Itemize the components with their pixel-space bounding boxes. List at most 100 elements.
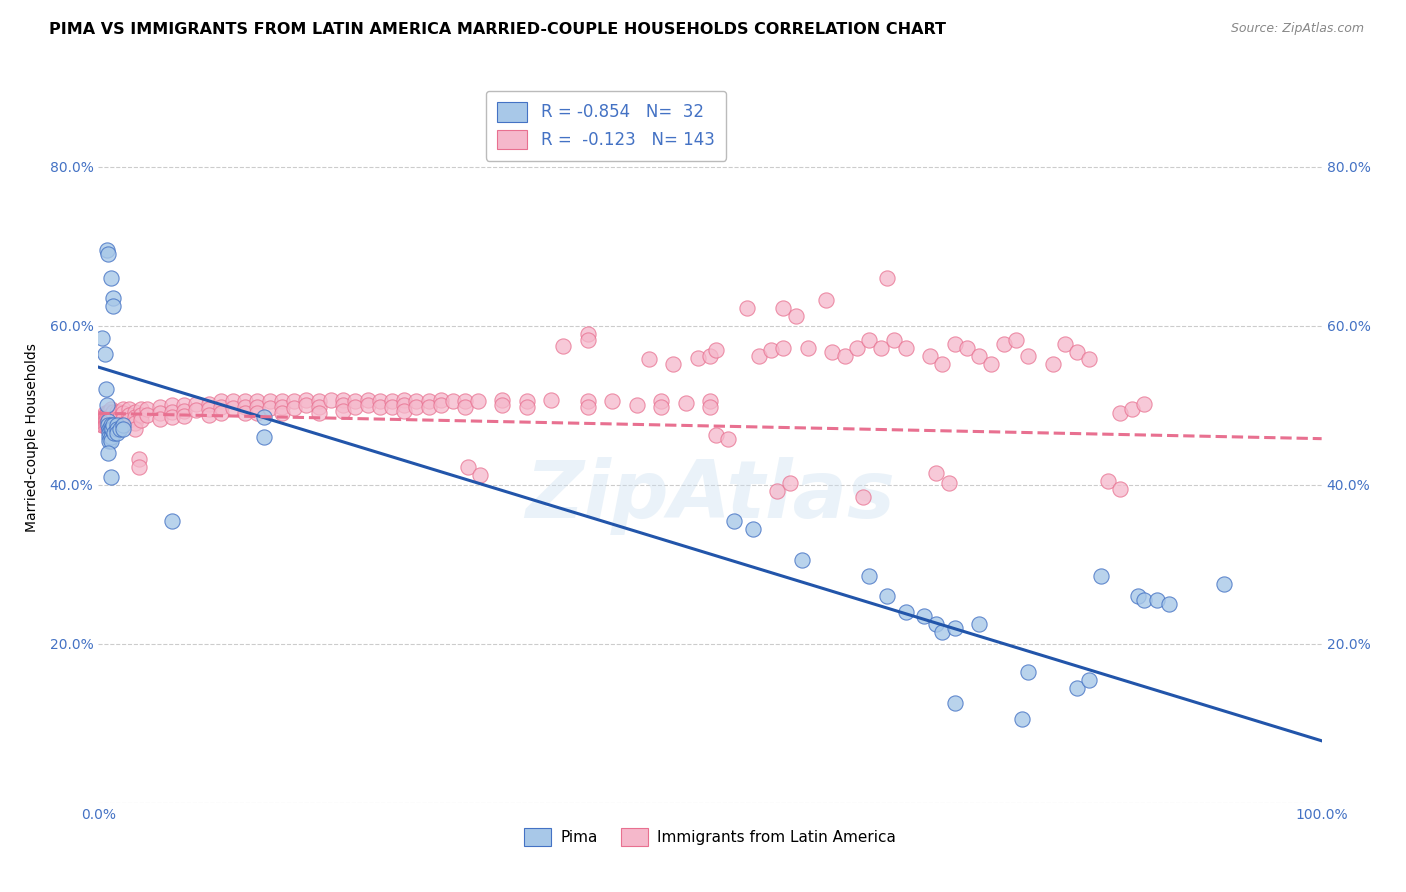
Point xyxy=(91,418,114,433)
Point xyxy=(1004,333,1026,347)
Point xyxy=(1042,357,1064,371)
Point xyxy=(626,398,648,412)
Point xyxy=(943,621,966,635)
Point xyxy=(105,426,128,441)
Point xyxy=(295,398,318,412)
Point xyxy=(246,394,269,409)
Point xyxy=(118,402,141,417)
Point xyxy=(98,426,121,441)
Point xyxy=(97,247,120,261)
Point xyxy=(931,624,953,639)
Point xyxy=(160,514,183,528)
Point xyxy=(637,352,661,367)
Point xyxy=(100,434,122,448)
Point xyxy=(1128,589,1150,603)
Point xyxy=(259,394,281,409)
Point xyxy=(98,422,121,436)
Point xyxy=(98,410,121,425)
Legend: Pima, Immigrants from Latin America: Pima, Immigrants from Latin America xyxy=(516,821,904,854)
Point xyxy=(97,414,120,428)
Point xyxy=(91,414,114,428)
Point xyxy=(650,400,672,414)
Point xyxy=(105,404,128,418)
Point xyxy=(197,397,219,411)
Point xyxy=(779,476,801,491)
Point xyxy=(704,428,727,442)
Point xyxy=(912,609,935,624)
Point xyxy=(454,394,477,409)
Point xyxy=(1011,712,1033,726)
Point xyxy=(149,406,172,420)
Point xyxy=(392,404,416,418)
Point xyxy=(110,410,132,425)
Point xyxy=(96,244,118,258)
Point xyxy=(160,398,183,412)
Point xyxy=(723,514,745,528)
Point xyxy=(717,433,740,447)
Point xyxy=(101,411,124,425)
Point xyxy=(993,337,1015,351)
Point xyxy=(675,396,697,410)
Point xyxy=(356,392,378,407)
Point xyxy=(319,392,342,407)
Point xyxy=(699,400,721,414)
Point xyxy=(93,414,115,428)
Point xyxy=(101,299,124,313)
Point xyxy=(938,476,960,491)
Point xyxy=(967,616,990,631)
Point xyxy=(91,331,114,345)
Point xyxy=(748,349,770,363)
Point xyxy=(128,452,150,467)
Point xyxy=(101,422,124,436)
Point xyxy=(344,400,367,414)
Point xyxy=(1157,597,1180,611)
Point xyxy=(173,398,195,412)
Point xyxy=(111,417,134,432)
Point xyxy=(894,341,917,355)
Point xyxy=(332,392,354,407)
Point xyxy=(270,406,294,420)
Point xyxy=(118,413,141,427)
Point xyxy=(124,410,146,425)
Point xyxy=(392,398,416,412)
Point xyxy=(209,400,232,414)
Point xyxy=(925,466,948,480)
Point xyxy=(600,394,623,409)
Point xyxy=(418,394,440,409)
Point xyxy=(332,398,354,412)
Point xyxy=(418,400,440,414)
Point xyxy=(1017,349,1039,363)
Point xyxy=(97,404,120,418)
Point xyxy=(845,341,868,355)
Point xyxy=(540,392,562,407)
Point xyxy=(100,430,122,444)
Point xyxy=(270,394,294,409)
Point xyxy=(308,406,330,420)
Point xyxy=(467,394,489,409)
Point xyxy=(1078,673,1101,687)
Point xyxy=(491,392,513,407)
Point xyxy=(96,416,118,430)
Point xyxy=(100,408,122,422)
Point xyxy=(97,446,120,460)
Point xyxy=(209,394,232,409)
Point xyxy=(111,422,134,436)
Point xyxy=(772,341,794,355)
Point xyxy=(356,398,378,412)
Point xyxy=(1146,593,1168,607)
Point xyxy=(308,394,330,409)
Point xyxy=(118,408,141,422)
Point xyxy=(283,401,305,415)
Point xyxy=(93,406,115,420)
Point xyxy=(761,343,783,357)
Point xyxy=(186,397,208,411)
Point xyxy=(94,417,117,432)
Point xyxy=(576,394,599,409)
Point xyxy=(124,422,146,436)
Point xyxy=(100,402,122,417)
Point xyxy=(209,406,232,420)
Point xyxy=(662,357,685,371)
Point xyxy=(381,394,404,409)
Point xyxy=(943,337,966,351)
Point xyxy=(699,394,721,409)
